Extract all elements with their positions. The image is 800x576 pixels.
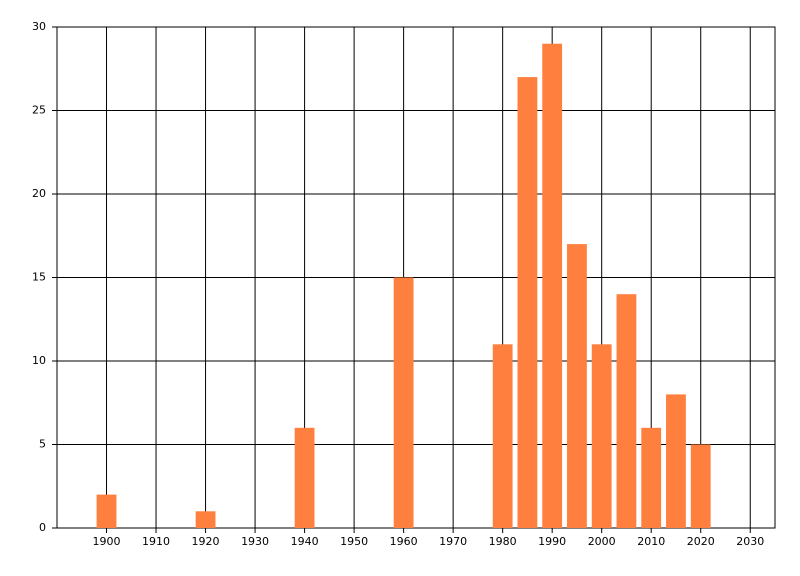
y-tick-label: 20: [32, 187, 46, 200]
x-tick-label: 1970: [439, 535, 467, 548]
x-tick-label: 1900: [93, 535, 121, 548]
bar: [517, 77, 538, 528]
bar: [641, 427, 662, 528]
bar: [542, 43, 563, 528]
x-tick-label: 2000: [588, 535, 616, 548]
x-tick-label: 2010: [637, 535, 665, 548]
x-tick-label: 1940: [291, 535, 319, 548]
y-tick-label: 15: [32, 271, 46, 284]
x-tick-label: 1930: [241, 535, 269, 548]
bar: [591, 344, 612, 528]
y-tick-label: 25: [32, 104, 46, 117]
bar: [567, 244, 587, 528]
x-tick-label: 1990: [538, 535, 566, 548]
bar: [195, 511, 216, 528]
x-tick-label: 2030: [736, 535, 764, 548]
x-tick-label: 1980: [489, 535, 517, 548]
bar: [616, 294, 637, 528]
bar: [294, 427, 315, 528]
y-tick-label: 0: [39, 521, 46, 534]
x-tick-label: 1960: [390, 535, 418, 548]
plot-frame: [56, 26, 776, 529]
bar: [690, 444, 711, 528]
x-tick-label: 1920: [192, 535, 220, 548]
y-tick-label: 5: [39, 438, 46, 451]
bar: [96, 494, 117, 528]
y-tick-label: 10: [32, 354, 46, 367]
x-tick-label: 1950: [340, 535, 368, 548]
bar: [666, 394, 686, 528]
x-tick-label: 1910: [142, 535, 170, 548]
y-tick-label: 30: [32, 20, 46, 33]
x-tick-label: 2020: [687, 535, 715, 548]
bar: [492, 344, 513, 528]
bar: [393, 277, 414, 528]
